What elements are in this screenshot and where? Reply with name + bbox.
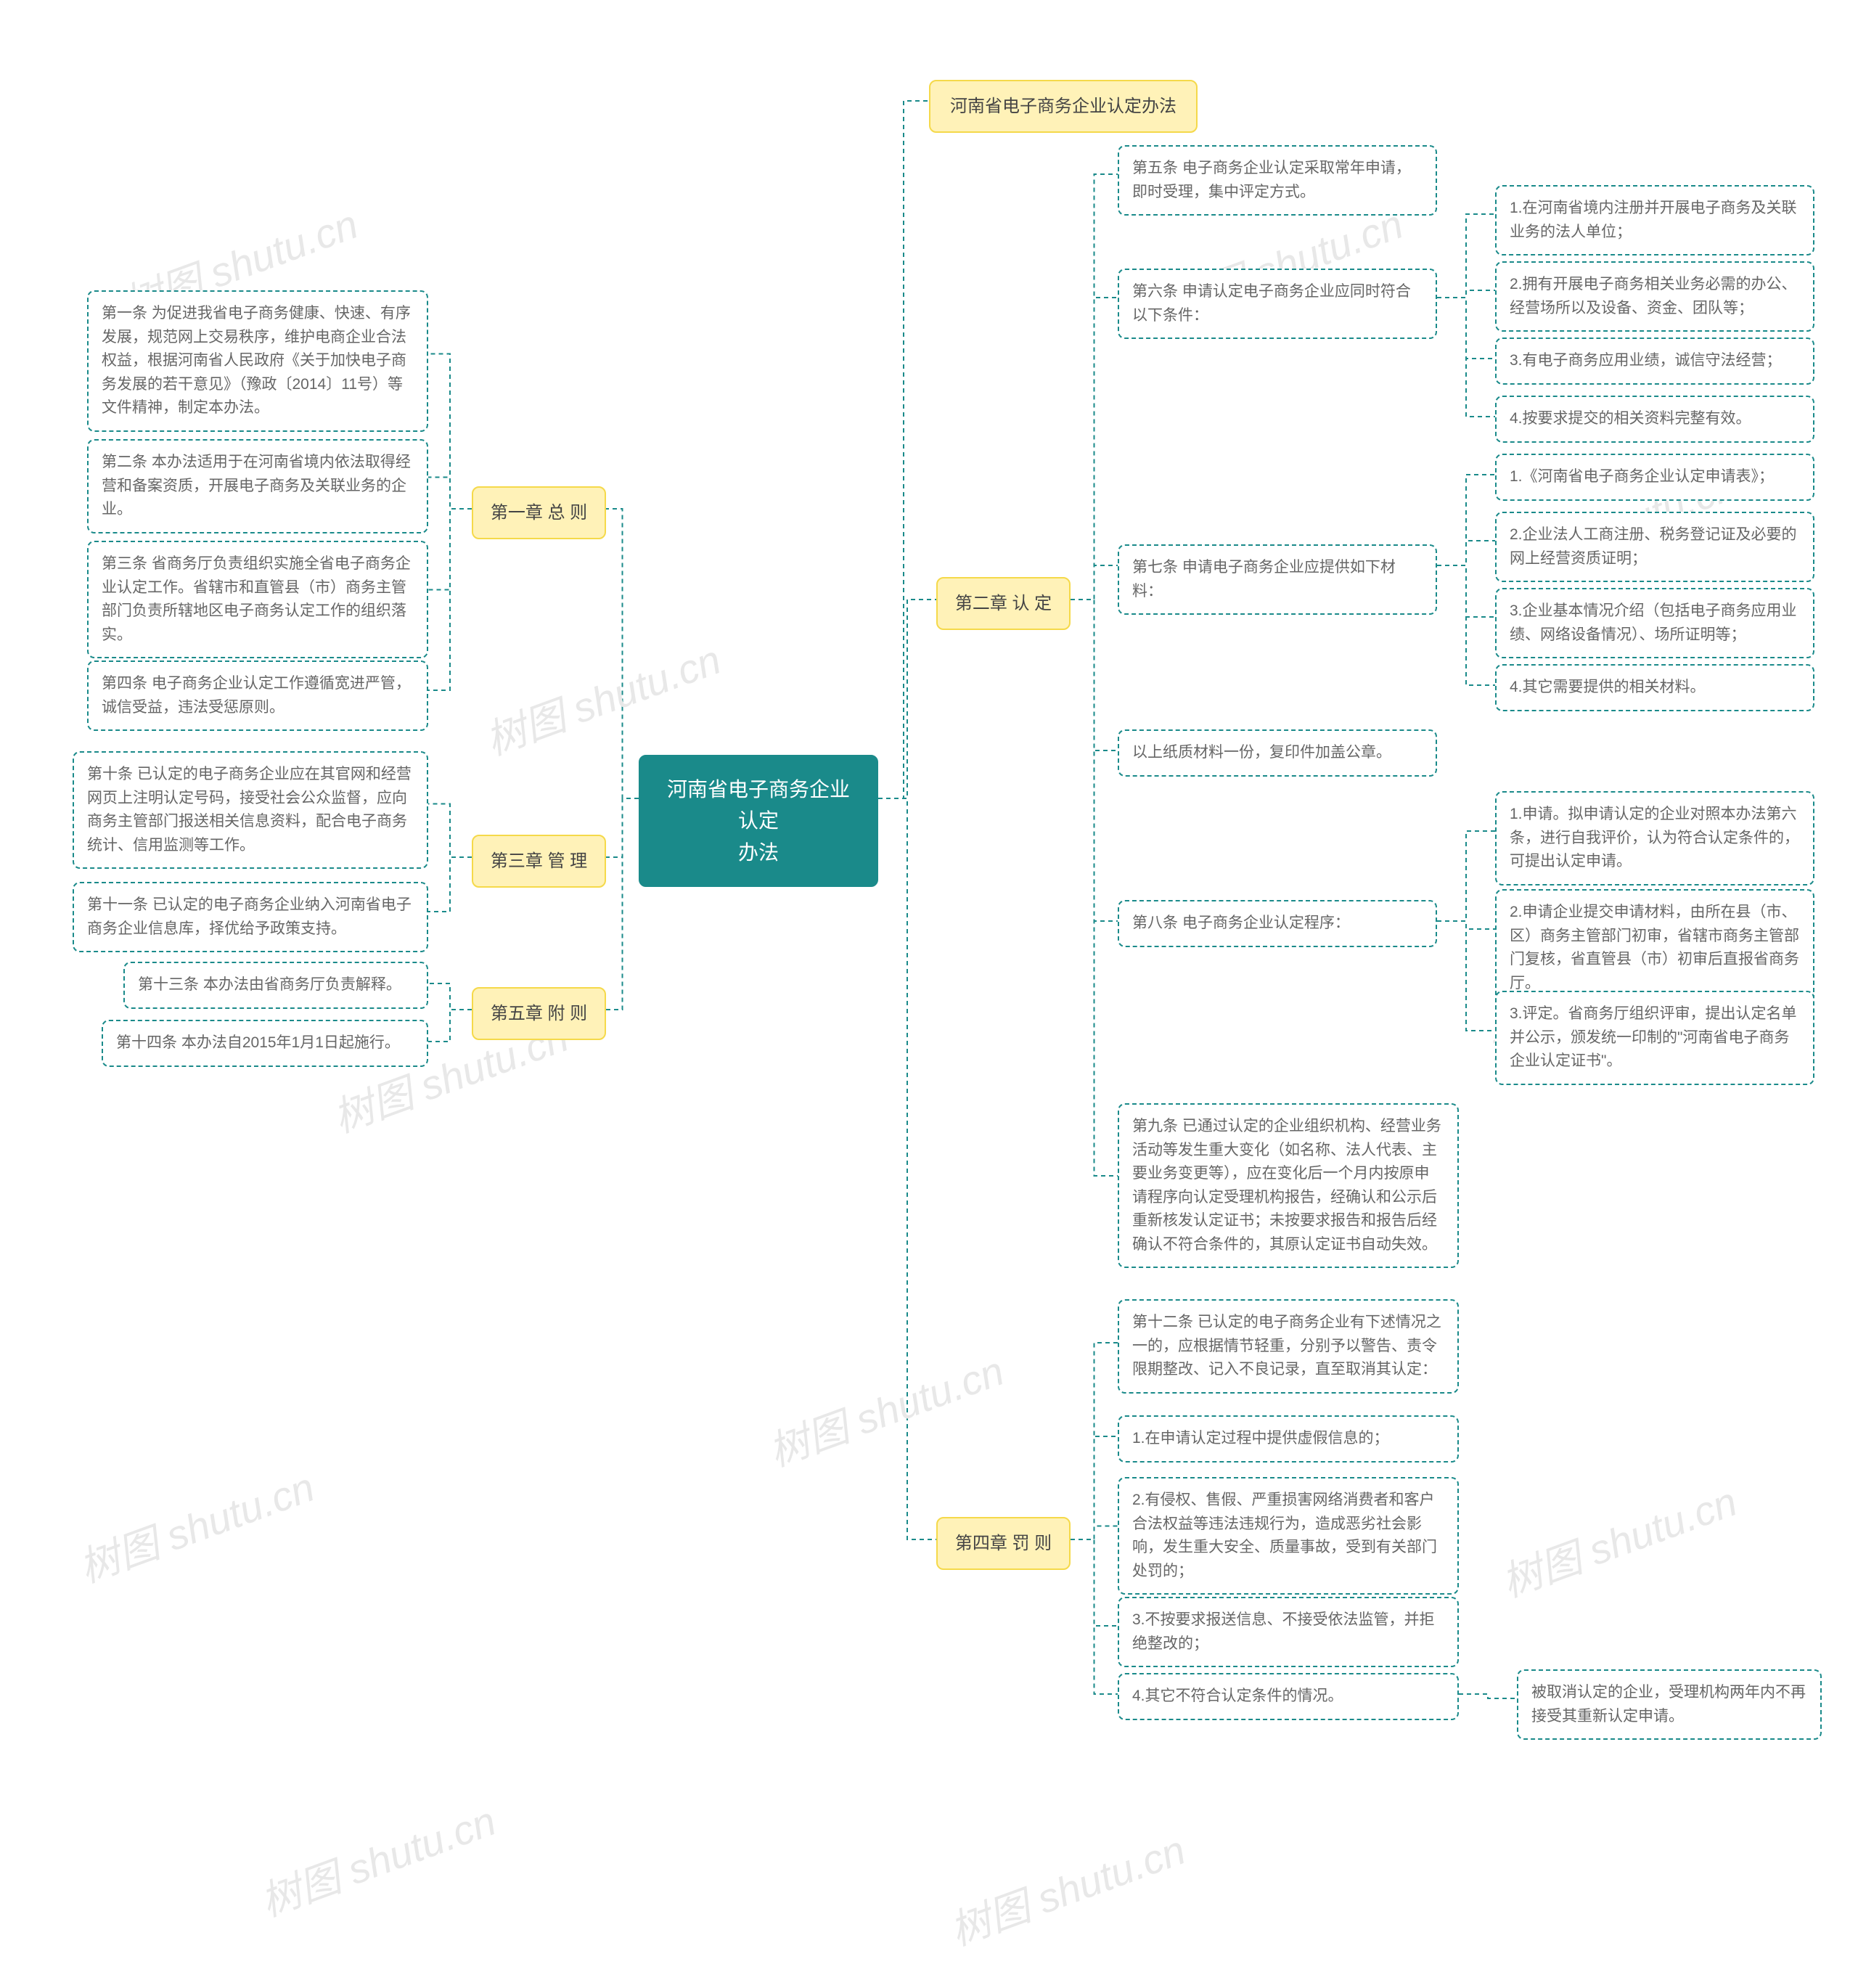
connector-ch2-n5 xyxy=(1071,174,1118,600)
node-n8a[interactable]: 1.申请。拟申请认定的企业对照本办法第六条，进行自我评价，认为符合认定条件的，可… xyxy=(1495,791,1814,885)
node-n12e[interactable]: 被取消认定的企业，受理机构两年内不再接受其重新认定申请。 xyxy=(1517,1669,1822,1740)
node-n9[interactable]: 第九条 已通过认定的企业组织机构、经营业务活动等发生重大变化（如名称、法人代表、… xyxy=(1118,1103,1459,1268)
watermark: 树图 shutu.cn xyxy=(759,1338,1011,1478)
connector-ch5-n13 xyxy=(428,983,472,1010)
connector-n8-n8b xyxy=(1437,921,1495,929)
mindmap-canvas: 树图 shutu.cn 树图 shutu.cn 树图 shutu.cn 树图 shut… xyxy=(0,0,1858,1988)
node-n12d[interactable]: 4.其它不符合认定条件的情况。 xyxy=(1118,1673,1459,1720)
connector-ch2-n7e xyxy=(1071,600,1118,750)
chapter-ch2[interactable]: 第二章 认 定 xyxy=(936,577,1071,630)
connector-ch4-n12d xyxy=(1071,1539,1118,1694)
chapter-ch5[interactable]: 第五章 附 则 xyxy=(472,987,606,1040)
node-n7e[interactable]: 以上纸质材料一份，复印件加盖公章。 xyxy=(1118,729,1437,777)
connector-n7-n7d xyxy=(1437,565,1495,685)
connector-ch4-n12b xyxy=(1071,1526,1118,1540)
chapter-ch4[interactable]: 第四章 罚 则 xyxy=(936,1517,1071,1570)
chapter-ch1[interactable]: 第一章 总 则 xyxy=(472,486,606,539)
node-n6a[interactable]: 1.在河南省境内注册并开展电子商务及关联业务的法人单位； xyxy=(1495,185,1814,255)
connector-root-ch3 xyxy=(606,798,639,857)
connector-ch4-n12 xyxy=(1071,1343,1118,1539)
connector-root-ch4 xyxy=(878,798,936,1539)
node-n4[interactable]: 第四条 电子商务企业认定工作遵循宽进严管，诚信受益，违法受惩原则。 xyxy=(87,660,428,731)
connector-n8-n8c xyxy=(1437,921,1495,1031)
node-n6[interactable]: 第六条 申请认定电子商务企业应同时符合以下条件： xyxy=(1118,269,1437,339)
connector-ch2-n8 xyxy=(1071,600,1118,921)
connector-n7-n7b xyxy=(1437,541,1495,565)
connector-ch4-n12c xyxy=(1071,1539,1118,1626)
node-n12b[interactable]: 2.有侵权、售假、严重损害网络消费者和客户合法权益等违法违规行为，造成恶劣社会影… xyxy=(1118,1477,1459,1595)
connector-ch2-n7 xyxy=(1071,565,1118,600)
node-n12c[interactable]: 3.不按要求报送信息、不接受依法监管，并拒绝整改的； xyxy=(1118,1597,1459,1667)
connector-n7-n7a xyxy=(1437,475,1495,565)
node-n7c[interactable]: 3.企业基本情况介绍（包括电子商务应用业绩、网络设备情况）、场所证明等； xyxy=(1495,588,1814,658)
connector-n6-n6c xyxy=(1437,298,1495,359)
node-n2[interactable]: 第二条 本办法适用于在河南省境内依法取得经营和备案资质，开展电子商务及关联业务的… xyxy=(87,439,428,533)
node-n5[interactable]: 第五条 电子商务企业认定采取常年申请，即时受理，集中评定方式。 xyxy=(1118,145,1437,216)
watermark: 树图 shutu.cn xyxy=(70,1455,322,1594)
connector-ch2-n6 xyxy=(1071,298,1118,600)
connector-root-ch5 xyxy=(606,798,639,1010)
node-n11[interactable]: 第十一条 已认定的电子商务企业纳入河南省电子商务企业信息库，择优给予政策支持。 xyxy=(73,882,428,952)
connector-ch3-n10 xyxy=(428,804,472,858)
connector-root-ch2 xyxy=(878,600,936,798)
node-n7d[interactable]: 4.其它需要提供的相关材料。 xyxy=(1495,664,1814,711)
connector-n6-n6d xyxy=(1437,298,1495,417)
node-n6d[interactable]: 4.按要求提交的相关资料完整有效。 xyxy=(1495,396,1814,443)
node-n12[interactable]: 第十二条 已认定的电子商务企业有下述情况之一的，应根据情节轻重，分别予以警告、责… xyxy=(1118,1299,1459,1394)
node-n6c[interactable]: 3.有电子商务应用业绩，诚信守法经营； xyxy=(1495,338,1814,385)
node-n3[interactable]: 第三条 省商务厅负责组织实施全省电子商务企业认定工作。省辖市和直管县（市）商务主… xyxy=(87,541,428,658)
root-root[interactable]: 河南省电子商务企业认定办法 xyxy=(639,755,878,887)
connector-ch2-n9 xyxy=(1071,600,1118,1176)
watermark: 树图 shutu.cn xyxy=(476,627,728,766)
connector-root-ch1 xyxy=(606,509,639,798)
connector-ch3-n11 xyxy=(428,857,472,912)
node-n6b[interactable]: 2.拥有开展电子商务相关业务必需的办公、经营场所以及设备、资金、团队等； xyxy=(1495,261,1814,332)
connector-n12d-n12e xyxy=(1459,1694,1517,1698)
node-n14[interactable]: 第十四条 本办法自2015年1月1日起施行。 xyxy=(102,1020,428,1067)
connector-ch1-n2 xyxy=(428,478,472,510)
connector-n6-n6a xyxy=(1437,214,1495,298)
connector-root-title2 xyxy=(878,101,929,798)
connector-n7-n7c xyxy=(1437,565,1495,617)
watermark: 树图 shutu.cn xyxy=(941,1817,1192,1957)
node-n8[interactable]: 第八条 电子商务企业认定程序： xyxy=(1118,900,1437,947)
chapter-ch3[interactable]: 第三章 管 理 xyxy=(472,835,606,888)
node-n1[interactable]: 第一条 为促进我省电子商务健康、快速、有序发展，规范网上交易秩序，维护电商企业合… xyxy=(87,290,428,432)
node-n7[interactable]: 第七条 申请电子商务企业应提供如下材料： xyxy=(1118,544,1437,615)
connector-ch1-n4 xyxy=(428,509,472,690)
connector-ch1-n3 xyxy=(428,509,472,590)
node-n8c[interactable]: 3.评定。省商务厅组织评审，提出认定名单并公示，颁发统一印制的"河南省电子商务企… xyxy=(1495,991,1814,1085)
chapter-title2[interactable]: 河南省电子商务企业认定办法 xyxy=(929,80,1198,133)
watermark: 树图 shutu.cn xyxy=(1492,1469,1744,1608)
node-n12a[interactable]: 1.在申请认定过程中提供虚假信息的； xyxy=(1118,1415,1459,1463)
connector-n6-n6b xyxy=(1437,290,1495,298)
connector-n8-n8a xyxy=(1437,831,1495,921)
node-n7a[interactable]: 1.《河南省电子商务企业认定申请表》； xyxy=(1495,454,1814,501)
connector-ch4-n12a xyxy=(1071,1436,1118,1539)
connector-ch1-n1 xyxy=(428,354,472,510)
node-n8b[interactable]: 2.申请企业提交申请材料，由所在县（市、区）商务主管部门初审，省辖市商务主管部门… xyxy=(1495,889,1814,1007)
node-n13[interactable]: 第十三条 本办法由省商务厅负责解释。 xyxy=(123,962,428,1009)
node-n7b[interactable]: 2.企业法人工商注册、税务登记证及必要的网上经营资质证明； xyxy=(1495,512,1814,582)
connector-ch5-n14 xyxy=(428,1010,472,1042)
watermark: 树图 shutu.cn xyxy=(251,1788,503,1928)
node-n10[interactable]: 第十条 已认定的电子商务企业应在其官网和经营网页上注明认定号码，接受社会公众监督… xyxy=(73,751,428,869)
